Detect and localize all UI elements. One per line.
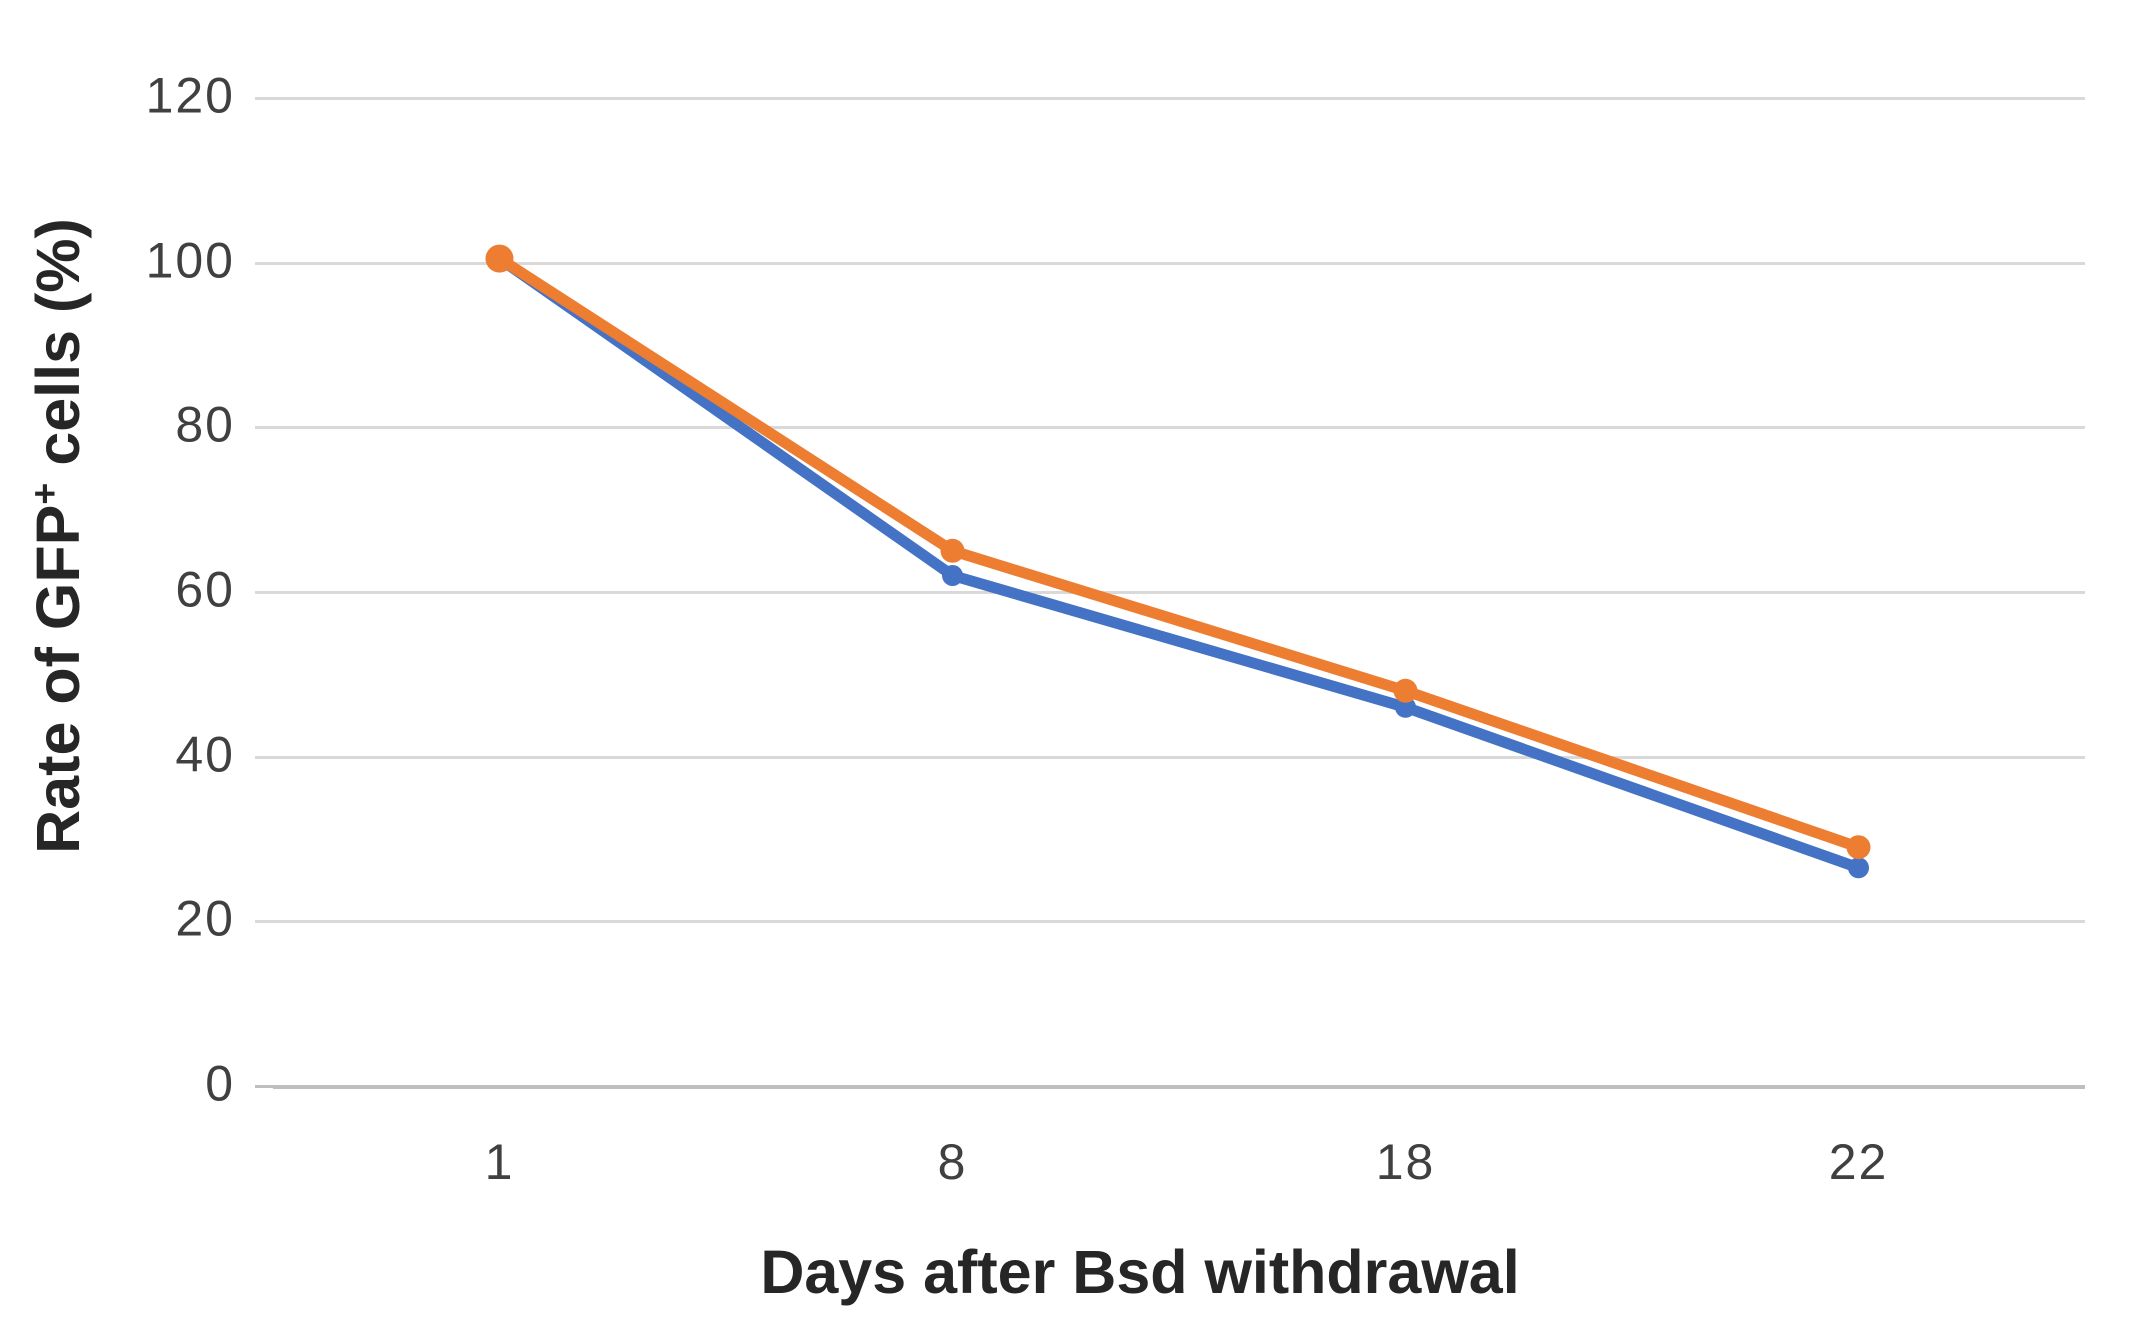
- y-tick-mark-40: [255, 755, 273, 759]
- x-tick-label-18: 18: [1375, 1134, 1436, 1190]
- data-point-marker-blue-series-22: [1848, 857, 1869, 879]
- data-point-marker-orange-series-18: [1393, 678, 1418, 703]
- plot-area: [273, 97, 2085, 1089]
- series-line-orange-series: [494, 253, 1864, 853]
- y-tick-label-20: 20: [175, 891, 235, 948]
- gridline-40: [273, 755, 2085, 759]
- data-point-marker-blue-series-8: [942, 565, 963, 586]
- gridline-120: [273, 97, 2085, 100]
- y-tick-label-80: 80: [175, 397, 235, 454]
- gridline-100: [273, 261, 2085, 265]
- chart-series-svg: [485, 244, 1871, 879]
- y-tick-mark-100: [255, 261, 273, 265]
- x-tick-label-1: 1: [484, 1134, 515, 1190]
- gridline-60: [273, 591, 2085, 594]
- y-tick-label-60: 60: [175, 561, 235, 618]
- y-tick-mark-80: [255, 426, 273, 430]
- y-tick-mark-60: [255, 591, 273, 594]
- data-point-marker-orange-series-22: [1846, 835, 1871, 860]
- y-tick-label-40: 40: [175, 726, 235, 783]
- y-tick-label-120: 120: [145, 67, 235, 124]
- x-tick-label-22: 22: [1828, 1134, 1889, 1190]
- x-tick-label-8: 8: [937, 1134, 968, 1190]
- x-axis-title: Days after Bsd withdrawal: [760, 1238, 1520, 1306]
- y-tick-mark-120: [255, 97, 273, 100]
- y-tick-label-100: 100: [145, 232, 235, 289]
- y-tick-mark-20: [255, 920, 273, 924]
- data-point-marker-orange-series-8: [940, 538, 965, 563]
- data-point-marker-orange-series-1: [485, 244, 514, 273]
- y-axis-title-superscript: +: [24, 482, 67, 505]
- data-point-marker-blue-series-18: [1395, 696, 1416, 718]
- y-tick-label-0: 0: [205, 1055, 235, 1112]
- x-axis-line: [273, 1085, 2085, 1089]
- y-axis-title-text: Rate of GFP: [24, 504, 92, 854]
- y-tick-mark-0: [255, 1085, 273, 1088]
- series-line-blue-series: [494, 253, 1864, 874]
- gridline-20: [273, 920, 2085, 924]
- gridline-80: [273, 426, 2085, 430]
